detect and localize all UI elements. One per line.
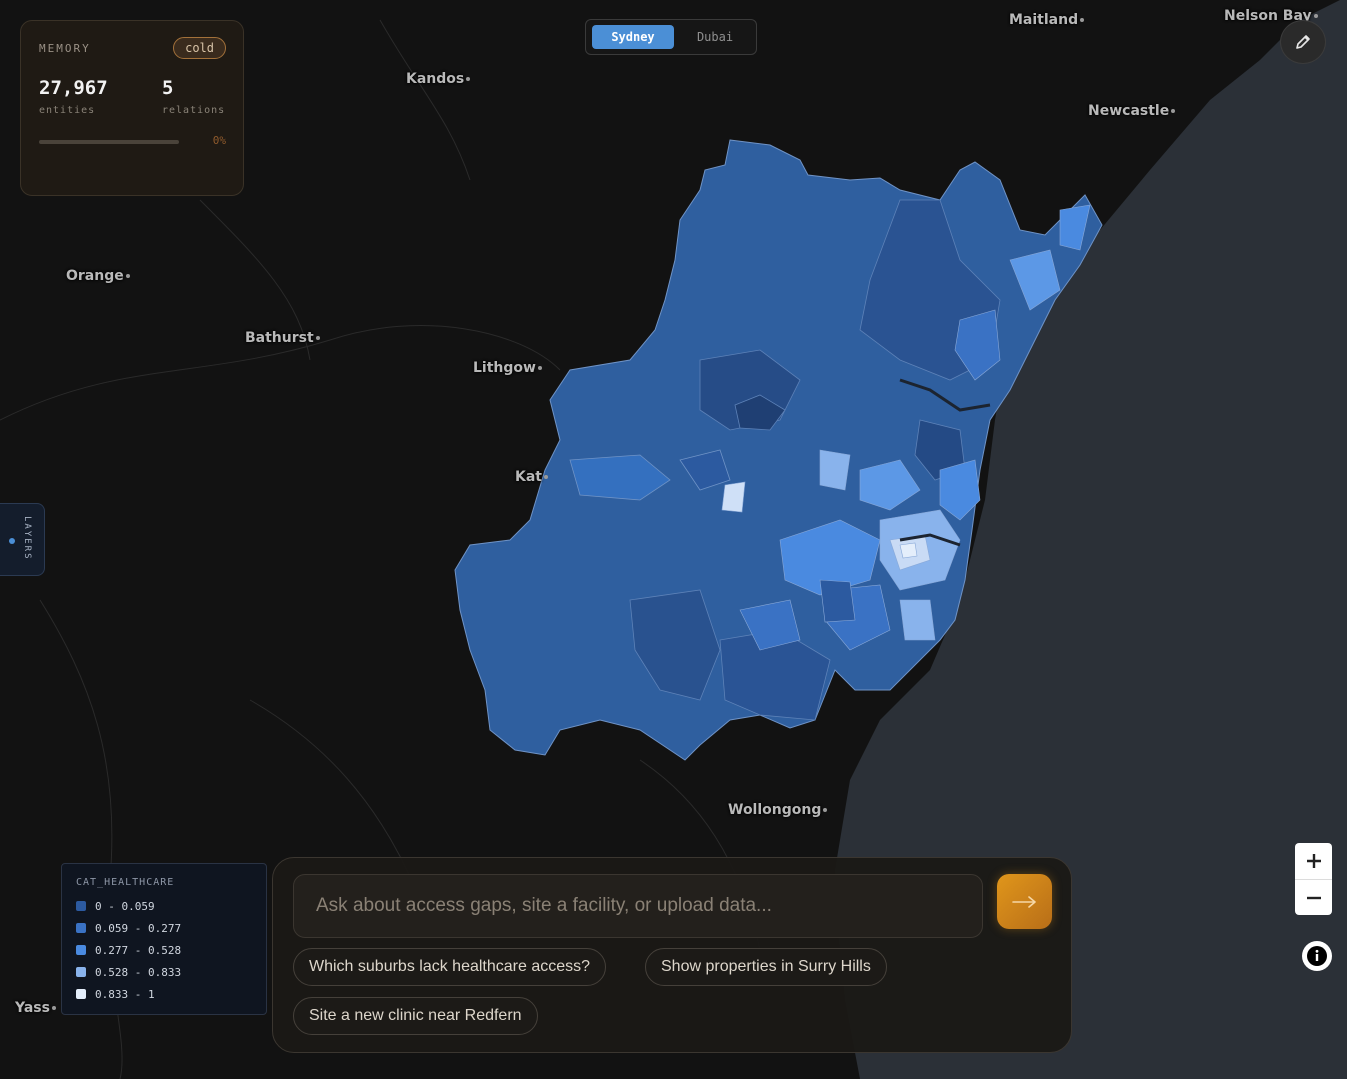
zoom-controls [1295,843,1332,915]
region-patch [569,454,671,501]
legend-item: 0 - 0.059 [76,898,155,914]
legend-swatch [76,945,86,955]
info-icon [1307,946,1327,966]
relations-count: 5 [162,77,174,99]
city-label-kandos: Kandos [406,71,471,87]
city-option-sydney[interactable]: Sydney [592,25,674,49]
legend-swatch [76,923,86,933]
edit-button[interactable] [1280,20,1326,64]
city-label-yass: Yass [15,1000,56,1016]
pencil-icon [1296,35,1310,49]
zoom-divider [1295,879,1332,880]
send-button[interactable] [997,874,1052,929]
city-label-wollongong: Wollongong [728,802,828,818]
legend-item: 0.528 - 0.833 [76,964,181,980]
layers-tab[interactable]: LAYERS [0,503,45,576]
city-label-orange: Orange [66,268,130,284]
map-legend: CAT_HEALTHCARE 0 - 0.059 0.059 - 0.277 0… [61,863,267,1015]
minus-icon [1306,896,1321,900]
memory-progress-bar [39,140,179,144]
memory-progress-text: 0% [212,134,226,147]
legend-swatch [76,901,86,911]
suggestion-chip[interactable]: Show properties in Surry Hills [645,948,887,986]
legend-item: 0.277 - 0.528 [76,942,181,958]
entities-count: 27,967 [39,77,108,99]
legend-item: 0.833 - 1 [76,986,155,1002]
urban-suburbs [721,204,1091,651]
city-label-kat: Kat [515,469,548,485]
zoom-in-button[interactable] [1295,843,1332,879]
info-button[interactable] [1302,941,1332,971]
relations-label: relations [162,105,226,116]
zoom-out-button[interactable] [1295,880,1332,916]
layers-indicator-dot [9,538,15,544]
memory-panel: MEMORY cold 27,967 entities 5 relations … [20,20,244,196]
legend-swatch [76,967,86,977]
chat-panel: Which suburbs lack healthcare access? Sh… [272,857,1072,1053]
suggestion-chip[interactable]: Site a new clinic near Redfern [293,997,538,1035]
memory-status-badge: cold [173,37,226,59]
city-label-maitland: Maitland [1009,12,1085,28]
legend-title: CAT_HEALTHCARE [76,877,175,888]
city-label-nelson-bay: Nelson Bay [1224,8,1318,24]
ocean [835,0,1347,1079]
city-option-dubai[interactable]: Dubai [696,30,734,44]
suggestion-chip[interactable]: Which suburbs lack healthcare access? [293,948,607,986]
city-label-bathurst: Bathurst [245,330,320,346]
river [899,378,991,412]
legend-item: 0.059 - 0.277 [76,920,181,936]
region-patch [734,394,786,431]
city-label-lithgow: Lithgow [473,360,542,376]
region-patch [629,589,721,701]
entities-label: entities [39,105,96,116]
region-patch [679,449,731,491]
plus-icon [1306,854,1321,868]
layers-label: LAYERS [22,516,32,561]
city-label-newcastle: Newcastle [1088,103,1176,119]
city-toggle: Sydney Dubai [585,19,757,55]
harbour [899,533,961,547]
memory-title: MEMORY [39,42,91,55]
legend-swatch [76,989,86,999]
arrow-right-icon [1011,895,1036,908]
chat-input[interactable] [293,874,983,938]
